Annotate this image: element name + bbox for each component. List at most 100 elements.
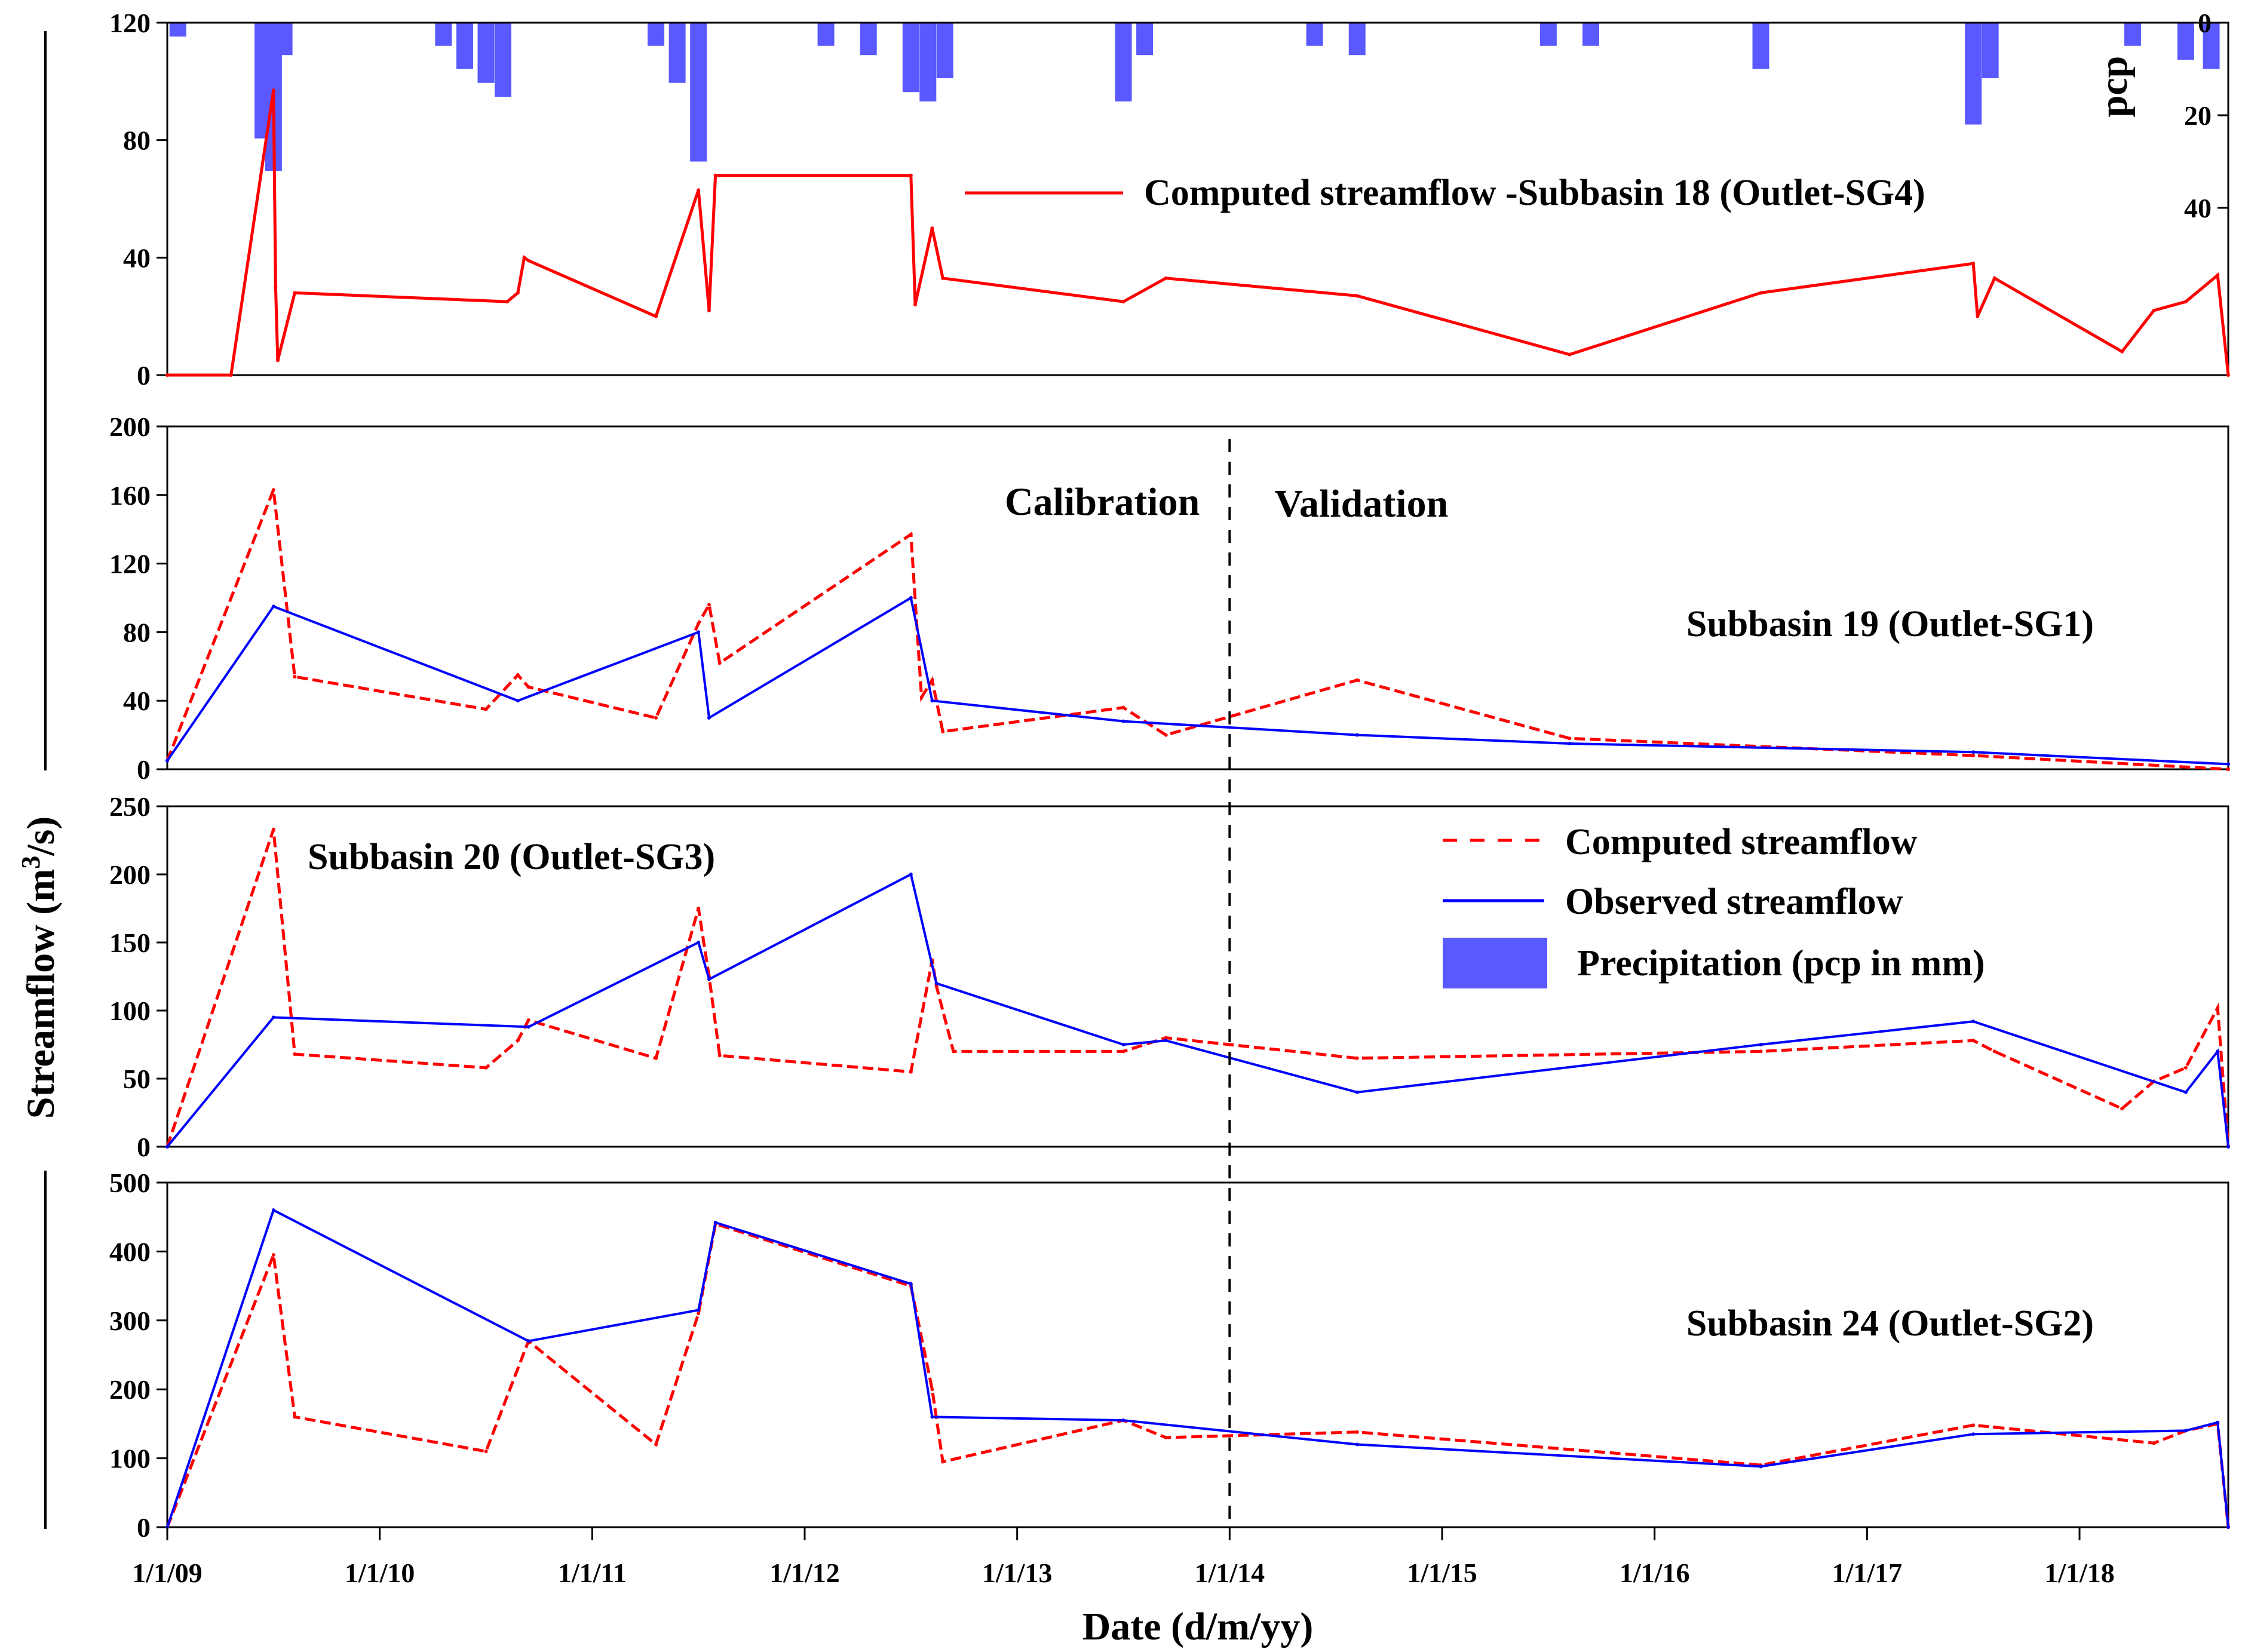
data-point-computed: [1759, 291, 1763, 295]
panel-subbasin-18: 0 40 80 120 Computed streamflow -Subbasin 1…: [109, 8, 2230, 391]
y-tick-label: 300: [109, 1306, 151, 1336]
data-point-observed: [2226, 762, 2230, 766]
data-point-computed: [1121, 1049, 1125, 1054]
data-point-observed: [934, 981, 938, 985]
x-tick-label: 1/1/17: [1832, 1558, 1903, 1588]
precipitation-axis: 0 20 40: [2184, 8, 2228, 223]
y-tick-label: 80: [123, 617, 151, 647]
y-axis-title-prefix: Streamflow (m: [19, 869, 63, 1119]
y-ticks: 0 100 200 300 400 500: [109, 1168, 167, 1543]
data-point-observed: [1759, 1043, 1763, 1046]
data-point-computed: [2183, 300, 2188, 304]
data-point-computed: [654, 1442, 658, 1447]
pcp-tick-label: 0: [2198, 8, 2212, 38]
data-point-observed: [707, 716, 711, 720]
precipitation-bar: [2177, 23, 2194, 60]
data-point-computed: [707, 603, 711, 607]
panel-label-sg2: Subbasin 24 (Outlet-SG2): [1686, 1303, 2094, 1344]
data-point-computed: [522, 256, 526, 260]
data-point-observed: [271, 1208, 275, 1212]
data-point-computed: [1992, 1425, 1996, 1429]
data-point-computed: [1568, 352, 1572, 357]
data-point-computed: [941, 1460, 945, 1464]
data-point-computed: [484, 707, 488, 711]
y-tick-label: 200: [109, 1374, 151, 1405]
precipitation-bar: [1539, 23, 1557, 46]
data-point-computed: [930, 1387, 934, 1392]
data-point-observed: [1121, 1043, 1125, 1046]
data-point-computed: [516, 291, 520, 295]
data-point-observed: [1568, 741, 1572, 745]
data-point-observed: [909, 596, 913, 600]
data-point-observed: [165, 759, 169, 763]
data-point-computed: [697, 188, 701, 192]
series-group: [165, 827, 2230, 1149]
y-tick-label: 100: [109, 996, 151, 1026]
data-point-observed: [526, 1025, 530, 1029]
panel-frame: [166, 425, 2229, 770]
data-point-observed: [165, 1145, 169, 1149]
x-tick-label: 1/1/12: [769, 1558, 840, 1588]
data-point-computed: [271, 88, 275, 93]
data-point-computed: [1164, 1036, 1168, 1040]
panel-subbasin-20: 0 50 100 150 200 250 Subbasin 20 (Outlet-SG3): [109, 791, 2230, 1162]
y-axis-title-superscript: 3: [16, 856, 45, 869]
data-point-computed: [934, 984, 938, 988]
precipitation-axis-title: pcp: [2092, 56, 2136, 118]
x-tick-label: 1/1/09: [132, 1558, 203, 1588]
precipitation-bar: [648, 23, 665, 46]
data-point-computed: [271, 1253, 275, 1257]
data-point-observed: [2216, 1049, 2220, 1054]
data-point-observed: [2226, 1525, 2230, 1529]
data-point-computed: [293, 675, 297, 679]
y-axis-title-suffix: /s): [19, 816, 63, 856]
data-point-computed: [293, 1415, 297, 1419]
precipitation-bar: [1982, 23, 1999, 78]
data-point-observed: [1121, 719, 1125, 723]
pcp-tick-label: 20: [2184, 100, 2212, 131]
y-tick-label: 0: [137, 1132, 151, 1162]
panel-label-sg1: Subbasin 19 (Outlet-SG1): [1686, 604, 2094, 644]
data-point-computed: [1971, 1039, 1976, 1043]
panel-frame: [166, 1181, 2229, 1528]
panel-label-sg3: Subbasin 20 (Outlet-SG3): [308, 837, 715, 877]
data-point-computed: [526, 685, 530, 689]
precipitation-bar: [936, 23, 953, 78]
precipitation-bar: [1306, 23, 1323, 46]
data-point-computed: [505, 300, 510, 304]
data-point-computed: [2216, 1006, 2220, 1010]
data-point-observed: [697, 630, 701, 634]
legend-precipitation-swatch: [1443, 938, 1547, 988]
precipitation-bar: [1115, 23, 1132, 102]
data-point-observed: [271, 1015, 275, 1020]
data-point-computed: [697, 907, 701, 910]
precipitation-bar: [435, 23, 452, 46]
data-point-computed: [1355, 678, 1359, 682]
data-point-observed: [271, 604, 275, 609]
data-point-observed: [909, 1282, 913, 1286]
data-point-computed: [293, 291, 297, 295]
data-point-computed: [717, 1054, 722, 1058]
data-point-computed: [1121, 705, 1125, 710]
data-point-computed: [484, 1450, 488, 1454]
y-tick-label: 0: [137, 754, 151, 785]
data-point-computed: [713, 173, 717, 177]
y-tick-label: 200: [109, 859, 151, 890]
data-point-observed: [697, 1308, 701, 1312]
data-point-computed: [275, 358, 280, 363]
data-point-observed: [1355, 1442, 1359, 1447]
data-point-computed: [909, 532, 913, 536]
x-tick-label: 1/1/16: [1620, 1558, 1690, 1588]
series-line-observed: [166, 595, 2229, 766]
data-point-observed: [2226, 1145, 2230, 1149]
data-point-computed: [165, 373, 169, 377]
data-point-observed: [1121, 1418, 1125, 1423]
precipitation-bar: [2203, 23, 2220, 69]
data-point-computed: [1759, 1049, 1763, 1054]
data-point-computed: [1355, 1430, 1359, 1434]
data-point-computed: [654, 1056, 658, 1060]
data-point-computed: [1355, 1056, 1359, 1060]
data-point-observed: [1164, 1039, 1168, 1043]
y-tick-label: 40: [123, 242, 151, 273]
